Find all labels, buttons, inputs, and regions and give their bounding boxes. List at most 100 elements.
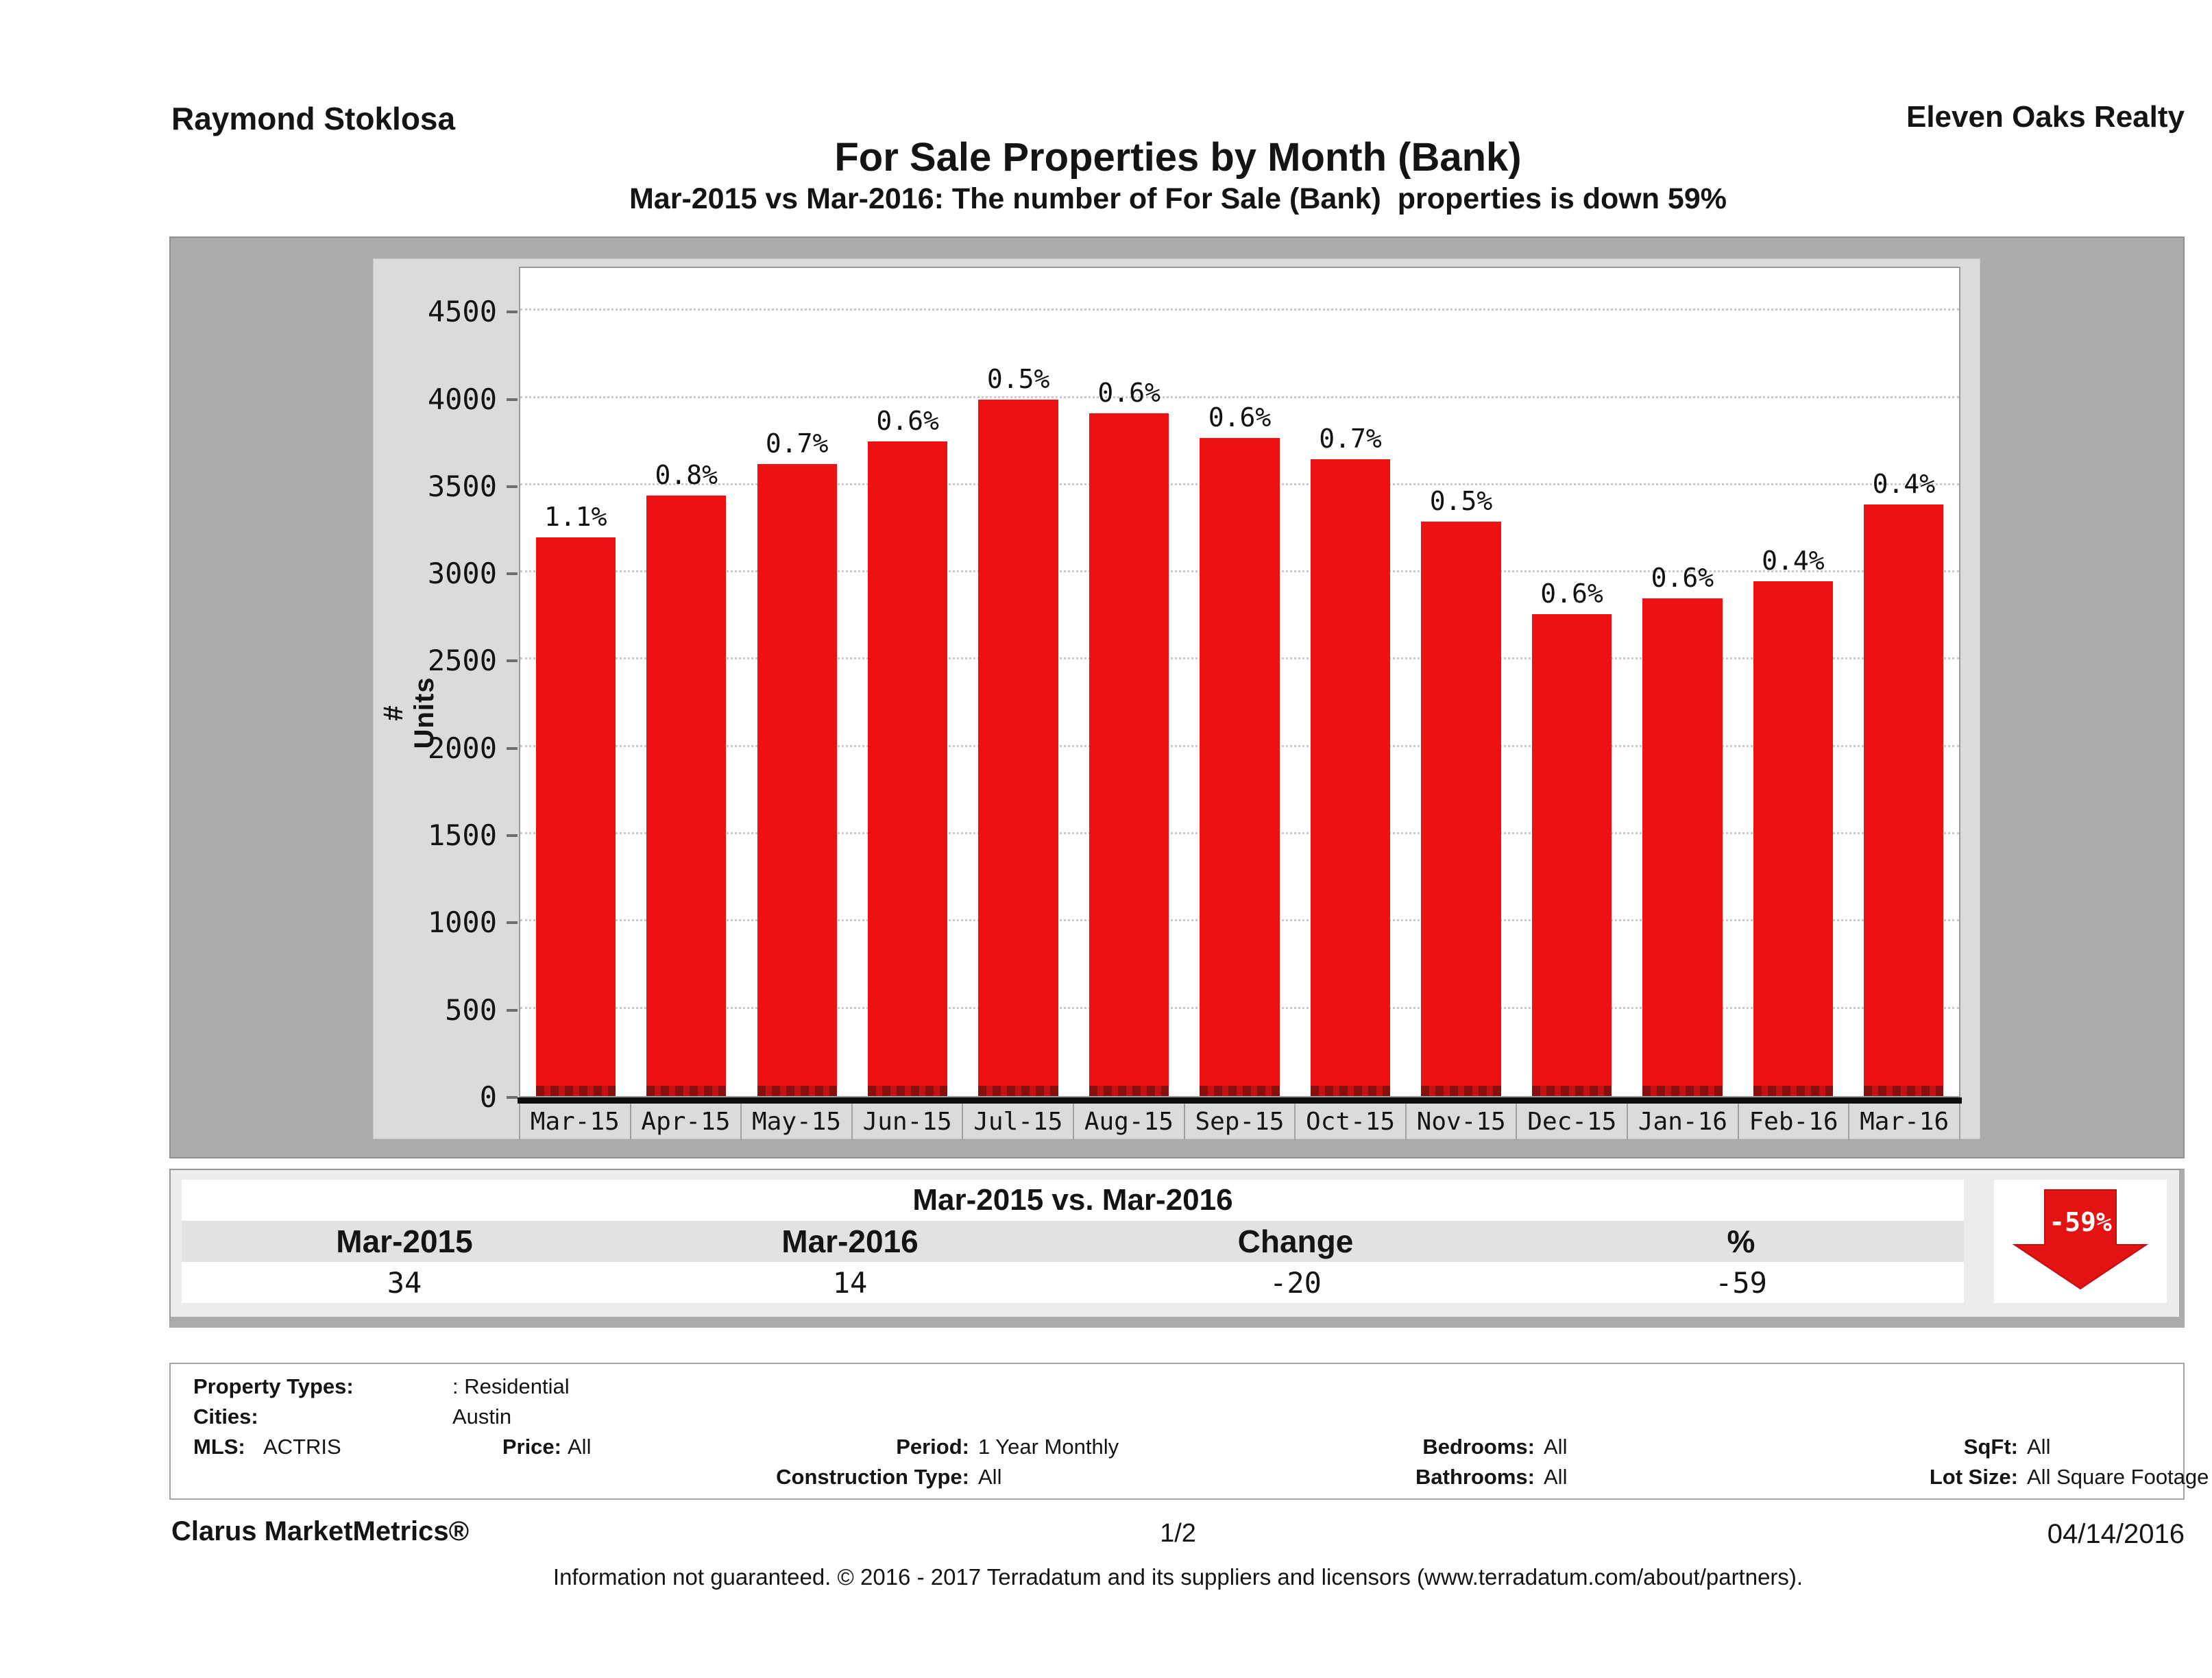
gridline bbox=[520, 396, 1959, 398]
y-tick-label: 4500 bbox=[427, 295, 497, 328]
criteria-label: Construction Type: bbox=[776, 1465, 969, 1489]
footer-brand: Clarus MarketMetrics® bbox=[171, 1516, 470, 1546]
y-tick-label: 4000 bbox=[427, 382, 497, 416]
x-tick-label: Mar-15 bbox=[519, 1104, 630, 1139]
bar-cell: 0.4% bbox=[1849, 268, 1959, 1096]
bar bbox=[1531, 614, 1612, 1096]
summary-value: 14 bbox=[832, 1265, 868, 1300]
bar bbox=[1200, 438, 1280, 1096]
y-tick-label: 2000 bbox=[427, 731, 497, 765]
bar-cell: 1.1% bbox=[520, 268, 631, 1096]
company-name: Eleven Oaks Realty bbox=[1906, 100, 2185, 134]
bar-cell: 0.8% bbox=[631, 268, 741, 1096]
bar-cell: 0.6% bbox=[1516, 268, 1627, 1096]
summary-title: Mar-2015 vs. Mar-2016 bbox=[182, 1180, 1964, 1221]
criteria-label: Bathrooms: bbox=[1415, 1465, 1535, 1489]
x-tick-label: Jan-16 bbox=[1627, 1104, 1738, 1139]
bar-cell: 0.6% bbox=[852, 268, 962, 1096]
bars-row: 1.1% 0.8% 0.7% 0.6% 0.5% 0.6% 0.6% 0.7% 0.5% 0.6%… bbox=[520, 268, 1959, 1096]
criteria-value: All bbox=[1544, 1435, 1568, 1459]
footer-disclaimer: Information not guaranteed. © 2016 - 201… bbox=[552, 1564, 1803, 1590]
criteria-label: Period: bbox=[896, 1435, 969, 1459]
x-tick-label: Sep-15 bbox=[1183, 1104, 1295, 1139]
criteria-value: Austin bbox=[452, 1405, 512, 1428]
x-tick-label: Mar-16 bbox=[1848, 1104, 1960, 1139]
plot-area: 1.1% 0.8% 0.7% 0.6% 0.5% 0.6% 0.6% 0.7% 0.5% 0.6%… bbox=[519, 267, 1960, 1097]
summary-value: 34 bbox=[387, 1265, 422, 1300]
criteria-label: Cities: bbox=[193, 1405, 258, 1428]
x-tick-label: Jul-15 bbox=[962, 1104, 1073, 1139]
criteria-value: All Square Footage bbox=[2027, 1465, 2209, 1489]
bar-percent-label: 0.5% bbox=[986, 364, 1050, 394]
bar bbox=[868, 441, 948, 1096]
change-arrow-box: -59% bbox=[1994, 1180, 2167, 1303]
agent-name: Raymond Stoklosa bbox=[171, 101, 456, 136]
y-tick-mark bbox=[507, 1096, 518, 1099]
bar bbox=[978, 400, 1058, 1096]
y-tick-label: 1000 bbox=[427, 905, 497, 939]
summary-col-header: Mar-2015 bbox=[336, 1224, 473, 1259]
criteria-value: : Residential bbox=[452, 1374, 570, 1398]
x-tick-label: May-15 bbox=[740, 1104, 851, 1139]
footer-page-number: 1/2 bbox=[1160, 1519, 1196, 1548]
criteria-value: All bbox=[568, 1435, 592, 1459]
criteria-box: Property Types: : Residential Cities: Au… bbox=[169, 1363, 2209, 1500]
bar-percent-label: 0.6% bbox=[1540, 579, 1603, 609]
y-tick-label: 2500 bbox=[427, 644, 497, 677]
bar-percent-label: 1.1% bbox=[544, 502, 607, 532]
y-tick-mark bbox=[507, 659, 518, 662]
gridline bbox=[520, 308, 1959, 311]
criteria-value: All bbox=[1544, 1465, 1568, 1489]
chart-panel: # Units 0 500 1000 1500 2000 2500 3000 3500 4000… bbox=[373, 258, 1980, 1139]
summary-value: -20 bbox=[1269, 1265, 1322, 1300]
bar-cell: 0.5% bbox=[1406, 268, 1516, 1096]
y-tick-mark bbox=[507, 747, 518, 750]
y-tick-mark bbox=[507, 311, 518, 313]
y-axis: 0 500 1000 1500 2000 2500 3000 3500 4000 4500 bbox=[374, 267, 519, 1112]
bar bbox=[1864, 504, 1944, 1096]
bar-cell: 0.6% bbox=[1073, 268, 1184, 1096]
bar-percent-label: 0.6% bbox=[1097, 378, 1160, 408]
bar-percent-label: 0.8% bbox=[655, 460, 718, 490]
y-tick-label: 500 bbox=[445, 993, 497, 1027]
bar bbox=[1089, 413, 1169, 1096]
y-tick-mark bbox=[507, 485, 518, 488]
summary-col-header: % bbox=[1727, 1224, 1755, 1259]
x-tick-label: Apr-15 bbox=[629, 1104, 741, 1139]
y-tick-label: 3500 bbox=[427, 470, 497, 503]
criteria-value: All bbox=[2027, 1435, 2051, 1459]
summary-body: Mar-2015 vs. Mar-2016 Mar-2015 Mar-2016 … bbox=[182, 1180, 1964, 1303]
criteria-label: Lot Size: bbox=[1929, 1465, 2018, 1489]
x-tick-label: Jun-15 bbox=[851, 1104, 962, 1139]
bar-percent-label: 0.6% bbox=[1208, 402, 1272, 433]
bar-percent-label: 0.4% bbox=[1762, 546, 1825, 576]
y-tick-label: 0 bbox=[479, 1080, 497, 1114]
footer-date: 04/14/2016 bbox=[2047, 1519, 2185, 1549]
bar-percent-label: 0.7% bbox=[765, 428, 829, 459]
bar bbox=[1753, 581, 1834, 1096]
y-tick-mark bbox=[507, 1009, 518, 1012]
y-tick-mark bbox=[507, 572, 518, 575]
bar-cell: 0.6% bbox=[1627, 268, 1738, 1096]
bar bbox=[1310, 459, 1391, 1096]
x-tick-label: Nov-15 bbox=[1405, 1104, 1516, 1139]
criteria-label: Price: bbox=[502, 1435, 561, 1459]
bar-cell: 0.4% bbox=[1738, 268, 1848, 1096]
bar-percent-label: 0.6% bbox=[876, 406, 939, 436]
criteria-label: Property Types: bbox=[193, 1374, 354, 1398]
y-tick-mark bbox=[507, 834, 518, 837]
bar-cell: 0.6% bbox=[1184, 268, 1295, 1096]
down-arrow-icon: -59% bbox=[2012, 1189, 2149, 1290]
summary-value-row: 34 14 -20 -59 bbox=[182, 1262, 1964, 1303]
bar-cell: 0.7% bbox=[1295, 268, 1405, 1096]
y-tick-label: 1500 bbox=[427, 818, 497, 852]
summary-value: -59 bbox=[1715, 1265, 1767, 1300]
report-subtitle: Mar-2015 vs Mar-2016: The number of For … bbox=[629, 182, 1727, 215]
bar-cell: 0.7% bbox=[742, 268, 852, 1096]
y-tick-label: 3000 bbox=[427, 557, 497, 590]
criteria-label: MLS: bbox=[193, 1435, 245, 1459]
x-tick-label: Dec-15 bbox=[1516, 1104, 1627, 1139]
summary-col-header: Mar-2016 bbox=[781, 1224, 919, 1259]
bar bbox=[1421, 522, 1501, 1096]
